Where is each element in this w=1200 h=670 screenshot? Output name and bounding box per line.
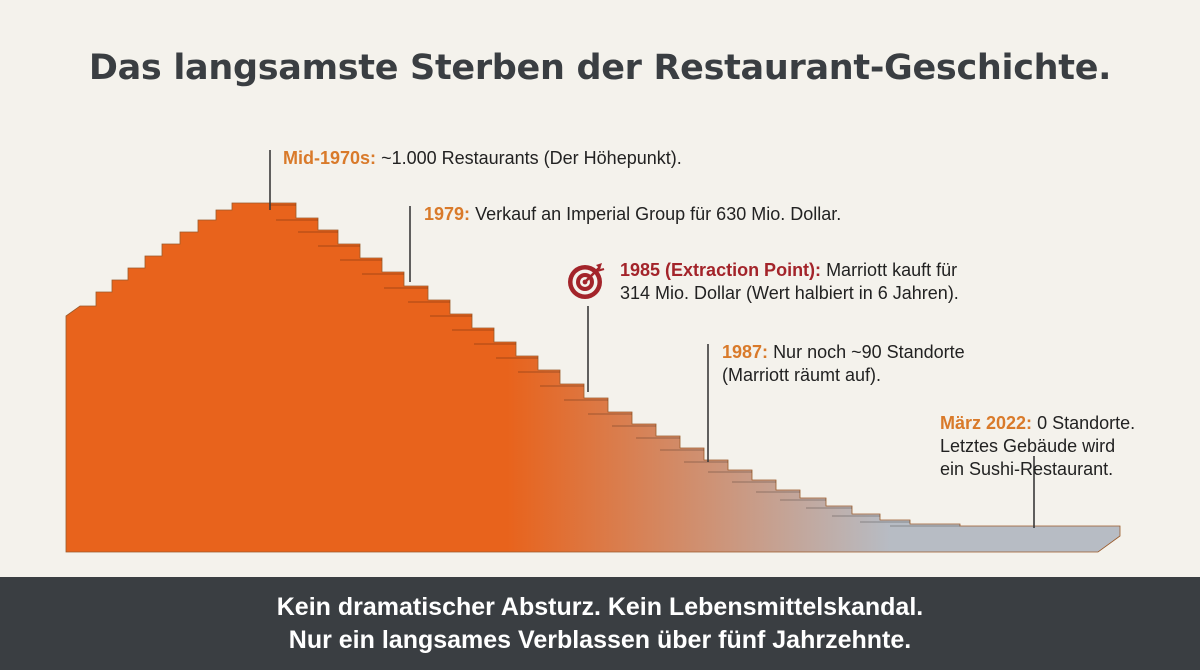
milestone-text: Nur noch ~90 Standorte — [773, 342, 965, 362]
footer-banner: Kein dramatischer Absturz. Kein Lebensmi… — [0, 577, 1200, 670]
staircase-shape — [65, 202, 1121, 553]
milestone-text: ~1.000 Restaurants (Der Höhepunkt). — [381, 148, 682, 168]
milestone-label: Mid-1970s: — [283, 148, 377, 168]
staircase-body — [65, 202, 1121, 553]
annotation-1985: 1985 (Extraction Point): Marriott kauft … — [620, 259, 959, 305]
milestone-label: 1985 (Extraction Point): — [620, 260, 822, 280]
milestone-text: Verkauf an Imperial Group für 630 Mio. D… — [475, 204, 842, 224]
page-title: Das langsamste Sterben der Restaurant-Ge… — [88, 48, 1112, 88]
milestone-text: 0 Standorte. — [1037, 413, 1136, 433]
milestone-text: (Marriott räumt auf). — [722, 365, 882, 385]
milestone-label: 1979: — [424, 204, 471, 224]
milestone-label: 1987: — [722, 342, 769, 362]
footer-line-1: Kein dramatischer Absturz. Kein Lebensmi… — [276, 593, 924, 621]
footer-line-2: Nur ein langsames Verblassen über fünf J… — [288, 626, 912, 654]
milestone-text: 314 Mio. Dollar (Wert halbiert in 6 Jahr… — [620, 283, 959, 303]
milestone-text: ein Sushi-Restaurant. — [940, 459, 1114, 479]
staircase-steps — [270, 204, 960, 527]
annotation-mid-1970s: Mid-1970s: ~1.000 Restaurants (Der Höhep… — [283, 147, 682, 170]
annotation-maerz-2022: März 2022: 0 Standorte. Letztes Gebäude … — [940, 412, 1135, 481]
target-icon — [568, 263, 605, 299]
annotation-1987: 1987: Nur noch ~90 Standorte (Marriott r… — [722, 341, 965, 387]
milestone-text: Letztes Gebäude wird — [940, 436, 1116, 456]
staircase-diagram — [65, 150, 1121, 553]
milestone-text: Marriott kauft für — [826, 260, 958, 280]
milestone-label: März 2022: — [940, 413, 1033, 433]
leader-lines — [269, 150, 1035, 528]
annotation-1979: 1979: Verkauf an Imperial Group für 630 … — [424, 203, 841, 226]
